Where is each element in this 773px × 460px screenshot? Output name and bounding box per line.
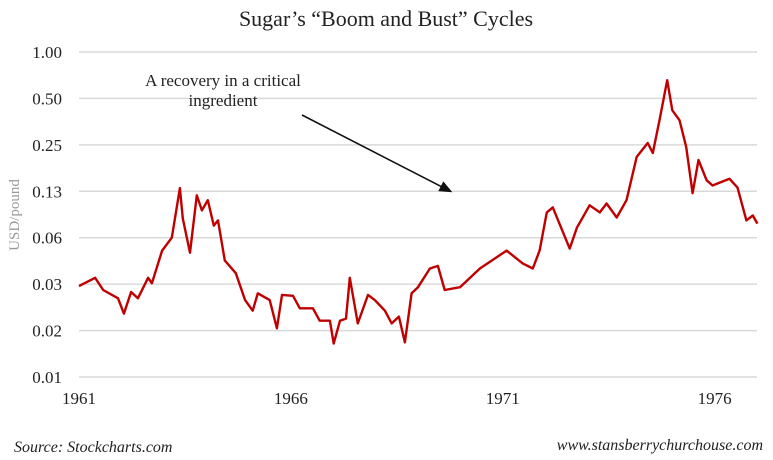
series-line-sugar-price bbox=[78, 78, 759, 345]
y-tick-label: 0.03 bbox=[32, 275, 62, 294]
arrow-head-icon bbox=[438, 181, 453, 193]
x-tick-label: 1966 bbox=[274, 389, 308, 408]
website-label: www.stansberrychurchouse.com bbox=[557, 437, 763, 454]
annotation-line-1: A recovery in a critical bbox=[145, 71, 301, 90]
y-tick-label: 0.25 bbox=[32, 136, 62, 155]
arrow-shaft bbox=[301, 114, 447, 190]
chart-title: Sugar’s “Boom and Bust” Cycles bbox=[239, 6, 533, 31]
y-tick-label: 0.02 bbox=[32, 322, 62, 341]
y-tick-label: 0.06 bbox=[32, 229, 62, 248]
y-tick-label: 1.00 bbox=[32, 43, 62, 62]
y-tick-label: 0.01 bbox=[32, 368, 62, 387]
y-tick-label: 0.13 bbox=[32, 182, 62, 201]
y-axis-label: USD/pound bbox=[7, 179, 23, 251]
gridlines bbox=[79, 51, 757, 378]
annotation-line-2: ingredient bbox=[189, 91, 258, 110]
source-label: Source: Stockcharts.com bbox=[14, 439, 172, 456]
x-tick-label: 1971 bbox=[486, 389, 520, 408]
x-tick-label: 1976 bbox=[698, 389, 732, 408]
y-tick-labels: 0.01 0.02 0.03 0.06 0.13 0.25 0.50 1.00 bbox=[32, 43, 62, 387]
annotation-arrow bbox=[301, 114, 453, 193]
series-group bbox=[78, 78, 759, 345]
x-tick-label: 1961 bbox=[62, 389, 96, 408]
x-tick-labels: 1961 1966 1971 1976 bbox=[62, 389, 732, 408]
y-tick-label: 0.50 bbox=[32, 89, 62, 108]
